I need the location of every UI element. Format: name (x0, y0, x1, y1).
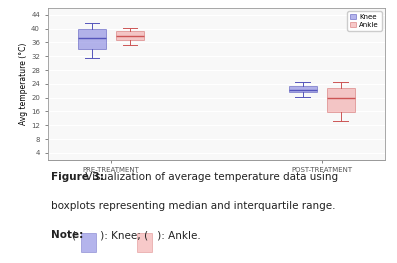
Text: boxplots representing median and interquartile range.: boxplots representing median and interqu… (51, 201, 335, 211)
FancyBboxPatch shape (327, 88, 355, 112)
FancyBboxPatch shape (137, 233, 152, 252)
Text: ): Knee; (: ): Knee; ( (97, 230, 152, 240)
Text: Figure 3:: Figure 3: (51, 171, 104, 181)
Text: Note:: Note: (51, 230, 83, 240)
Text: (: ( (72, 230, 79, 240)
Legend: Knee, Ankle: Knee, Ankle (347, 11, 382, 31)
Text: Visualization of average temperature data using: Visualization of average temperature dat… (82, 171, 338, 181)
FancyBboxPatch shape (78, 29, 106, 49)
FancyBboxPatch shape (116, 31, 144, 40)
FancyBboxPatch shape (81, 233, 96, 252)
FancyBboxPatch shape (289, 86, 316, 93)
Y-axis label: Avg temperature (°C): Avg temperature (°C) (19, 43, 28, 125)
Text: ): Ankle.: ): Ankle. (154, 230, 200, 240)
